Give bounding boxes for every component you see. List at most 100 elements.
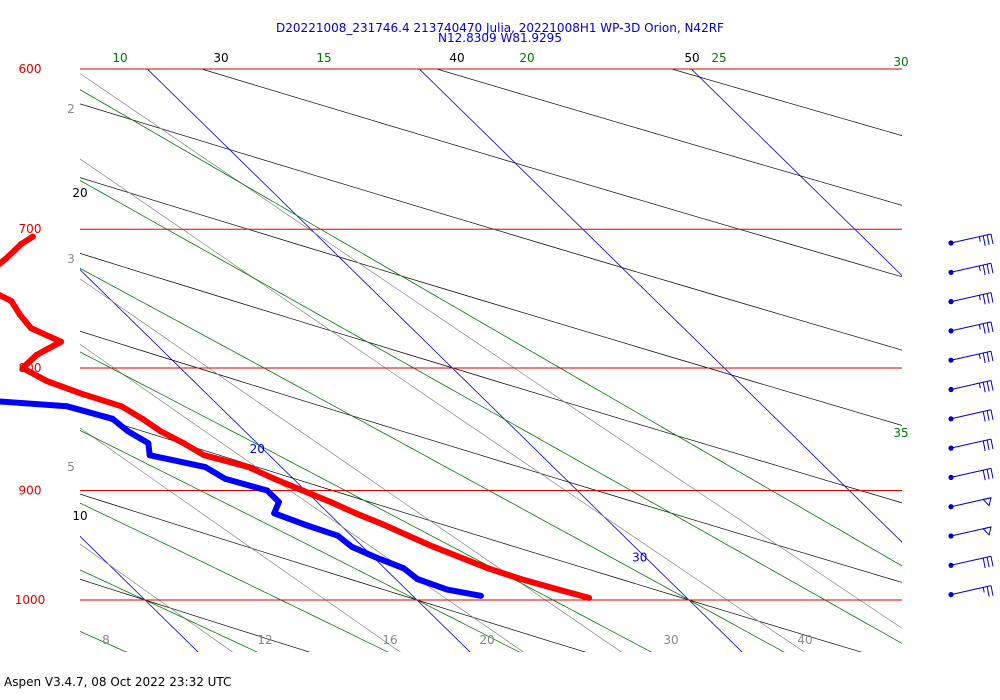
dewpoint-point	[477, 592, 484, 599]
dry-adiabat-label: 10	[72, 509, 87, 523]
mixing-ratio-label: 2	[67, 102, 75, 116]
wind-barb-flag	[986, 293, 990, 304]
wind-barb	[948, 380, 994, 393]
wind-barb	[948, 467, 994, 481]
temperature-point	[8, 298, 15, 304]
dry-adiabat-line	[80, 578, 311, 652]
dewpoint-point	[145, 440, 152, 447]
mixing-ratio-label: 12	[257, 633, 272, 647]
moist-adiabat-label: 25	[711, 51, 726, 65]
dry-adiabat-label: 40	[449, 51, 464, 65]
temperature-point	[352, 510, 359, 517]
wind-barb-flag	[990, 468, 994, 479]
dewpoint-point	[271, 510, 278, 517]
wind-barb-station	[948, 562, 954, 568]
wind-barb-flag	[986, 234, 990, 245]
wind-barb	[948, 409, 994, 422]
wind-barb-flag	[982, 382, 986, 393]
moist-adiabat-line	[80, 569, 258, 652]
wind-barb-flag	[990, 409, 994, 420]
wind-barb-flag	[990, 233, 994, 245]
mixing-ratio-line	[80, 73, 902, 629]
dry-adiabat-label: 20	[72, 186, 87, 200]
wind-barb-flag	[986, 381, 990, 392]
dewpoint-point	[222, 475, 229, 482]
mixing-ratio-label: 5	[67, 460, 75, 474]
mixing-ratio-line	[80, 427, 401, 652]
moist-adiabat-line	[80, 180, 902, 644]
temperature-point	[18, 241, 25, 247]
moist-adiabat-label: 30	[893, 55, 908, 69]
moist-adiabat-label: 10	[112, 51, 127, 65]
dry-adiabat-line	[80, 411, 863, 652]
wind-barb-flag	[986, 264, 990, 275]
moist-adiabat-line	[80, 630, 128, 652]
temperature-point	[29, 233, 36, 240]
dry-adiabat-line	[200, 69, 902, 278]
dry-adiabat-line	[435, 69, 902, 206]
temperature-point	[180, 440, 187, 447]
mixing-ratio-line	[80, 278, 622, 652]
wind-barb-flag	[990, 292, 994, 303]
wind-barb-staff	[950, 292, 992, 303]
wind-barb-flag	[982, 557, 986, 569]
wind-barb-flag	[990, 321, 994, 332]
dewpoint-point	[264, 487, 271, 494]
wind-barb-flag	[986, 557, 990, 568]
moist-adiabat-label: 35	[893, 426, 908, 440]
wind-barb-flag	[982, 411, 986, 422]
dewpoint-point	[124, 428, 131, 435]
wind-barb-half-flag	[978, 353, 981, 359]
wind-barb	[948, 262, 994, 276]
isotherm-line	[146, 69, 743, 652]
dry-adiabat-line	[80, 330, 902, 583]
dewpoint-point	[334, 532, 341, 539]
dewpoint-trace	[0, 398, 484, 599]
temperature-point	[33, 352, 40, 358]
data-traces	[0, 233, 592, 601]
wind-barb	[948, 350, 994, 364]
moist-adiabat-label: 20	[519, 51, 534, 65]
dewpoint-point	[146, 452, 153, 459]
wind-barb	[948, 438, 994, 451]
pressure-tick-label: 800	[19, 361, 42, 375]
dry-adiabat-label: 30	[213, 51, 228, 65]
dewpoint-point	[64, 403, 71, 410]
background-grid	[80, 0, 1000, 680]
temperature-point	[245, 464, 252, 471]
wind-barb-pennant	[982, 526, 992, 536]
wind-barb-flag	[986, 469, 990, 480]
mixing-ratio-line	[80, 343, 524, 652]
wind-barb	[948, 233, 994, 246]
temperature-point	[201, 452, 208, 459]
dewpoint-point	[348, 543, 355, 550]
moist-adiabat-line	[80, 429, 521, 652]
temperature-point	[271, 475, 278, 482]
pressure-tick-label: 700	[19, 222, 42, 236]
wind-barb-flag	[982, 294, 986, 305]
dry-adiabat-line	[888, 0, 1000, 680]
temperature-point	[457, 554, 464, 561]
temperature-point	[78, 390, 85, 397]
dry-adiabat-line	[80, 493, 587, 652]
dewpoint-point	[400, 565, 407, 572]
mixing-ratio-label: 40	[797, 633, 812, 647]
dewpoint-point	[444, 586, 451, 593]
temperature-point	[19, 365, 26, 371]
temperature-point	[586, 594, 592, 601]
wind-barb-flag	[986, 410, 990, 421]
wind-barb	[948, 555, 994, 569]
wind-barb-flag	[986, 586, 990, 597]
temperature-point	[380, 521, 387, 528]
wind-barbs	[948, 233, 994, 598]
wind-barb	[948, 526, 992, 539]
mixing-ratio-label: 20	[479, 633, 494, 647]
isotherm-label: 30	[632, 551, 647, 565]
isobar-lines	[80, 68, 902, 601]
temperature-point	[405, 532, 412, 539]
dry-adiabat-line	[80, 103, 902, 351]
isotherm-line	[890, 0, 1000, 680]
wind-barb-staff	[950, 262, 992, 273]
wind-barb-flag	[990, 263, 994, 274]
